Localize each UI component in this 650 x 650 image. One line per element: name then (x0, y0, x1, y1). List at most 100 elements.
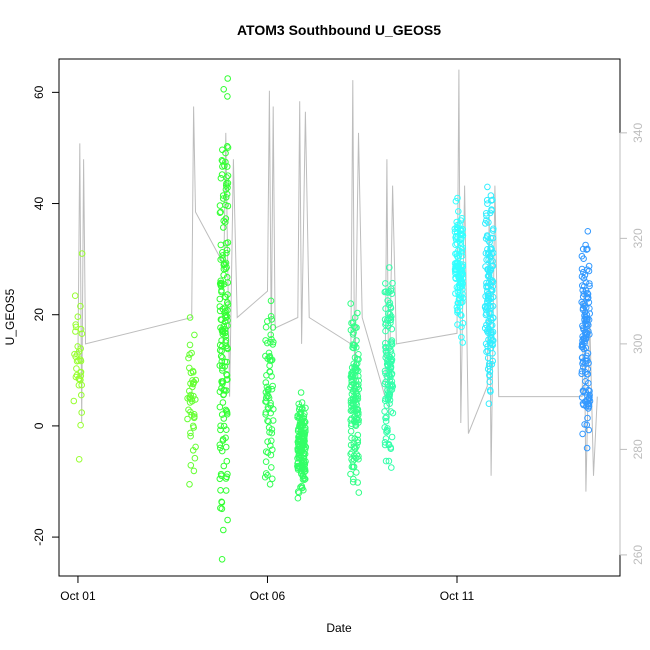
data-point (75, 456, 83, 463)
data-point (222, 487, 230, 494)
data-point (216, 441, 224, 449)
data-point (73, 365, 80, 372)
x-tick-label: Oct 11 (440, 589, 475, 603)
plot-frame (58, 58, 621, 577)
data-point (220, 261, 228, 268)
data-point (485, 272, 493, 280)
data-point (580, 275, 588, 282)
data-point (217, 422, 224, 430)
data-point (186, 341, 194, 349)
data-point (224, 93, 231, 100)
data-point (579, 430, 586, 438)
data-point (385, 371, 393, 379)
data-point (484, 246, 491, 253)
data-point (221, 358, 229, 366)
data-point (186, 481, 193, 488)
data-point (216, 202, 224, 209)
data-point (584, 400, 592, 408)
data-point (220, 391, 227, 399)
data-point (482, 220, 489, 227)
data-point (579, 300, 587, 308)
data-point (189, 377, 196, 384)
data-point (269, 475, 276, 483)
data-point (579, 354, 586, 361)
data-point (351, 314, 359, 321)
data-point (192, 443, 199, 451)
data-point (264, 318, 271, 325)
data-point (220, 86, 227, 93)
data-point (217, 324, 224, 332)
data-point (296, 436, 303, 444)
data-point (219, 378, 226, 385)
data-point (452, 241, 459, 248)
data-point (458, 333, 465, 341)
data-point (484, 347, 492, 355)
data-point (485, 400, 493, 408)
data-point (347, 441, 355, 449)
data-point (220, 224, 227, 231)
data-point (582, 241, 589, 249)
data-point (217, 208, 224, 216)
data-point (387, 357, 395, 365)
data-point (383, 413, 390, 421)
data-point (382, 305, 389, 312)
data-point (217, 241, 225, 249)
data-point (490, 225, 497, 233)
data-point (382, 327, 389, 335)
data-point (350, 388, 357, 395)
data-point (586, 280, 593, 287)
data-point (485, 309, 493, 317)
data-point (223, 190, 231, 198)
data-point (484, 283, 492, 290)
data-point (452, 234, 459, 241)
data-point (217, 277, 224, 285)
data-point (354, 406, 362, 413)
data-point (484, 343, 491, 350)
data-point (459, 294, 467, 302)
data-point (458, 245, 466, 253)
data-point (382, 457, 390, 465)
data-point (483, 321, 490, 329)
data-point (484, 266, 491, 273)
data-point (262, 352, 269, 360)
data-point (452, 197, 460, 205)
data-point (385, 457, 393, 465)
data-point (220, 526, 227, 534)
data-point (484, 183, 491, 191)
data-point (268, 385, 276, 393)
data-point (578, 367, 586, 375)
data-point (458, 230, 465, 238)
data-point (220, 415, 228, 422)
data-point (224, 75, 231, 82)
data-point (350, 344, 358, 352)
data-point (481, 324, 489, 332)
data-point (488, 334, 495, 342)
data-point (302, 443, 310, 451)
y-tick-label: 40 (32, 197, 46, 211)
data-point (484, 294, 492, 302)
data-point (186, 387, 193, 395)
data-point (459, 319, 467, 327)
data-point (584, 396, 592, 403)
data-point (585, 403, 593, 410)
data-point (299, 421, 307, 429)
data-point (351, 413, 358, 421)
data-point (219, 399, 227, 406)
data-point (382, 435, 390, 442)
data-point (224, 291, 231, 298)
data-point (349, 373, 356, 380)
data-point (578, 394, 586, 401)
data-point (216, 403, 224, 411)
data-point (484, 302, 492, 310)
y2-axis: 260 280 300 320 340 (619, 123, 645, 565)
data-point (216, 362, 224, 369)
data-point (455, 251, 463, 259)
data-point (217, 470, 225, 478)
data-point (223, 246, 231, 254)
data-point (222, 336, 230, 344)
data-point (583, 293, 591, 301)
data-point (78, 250, 86, 257)
data-point (267, 442, 274, 450)
data-point (381, 367, 389, 375)
